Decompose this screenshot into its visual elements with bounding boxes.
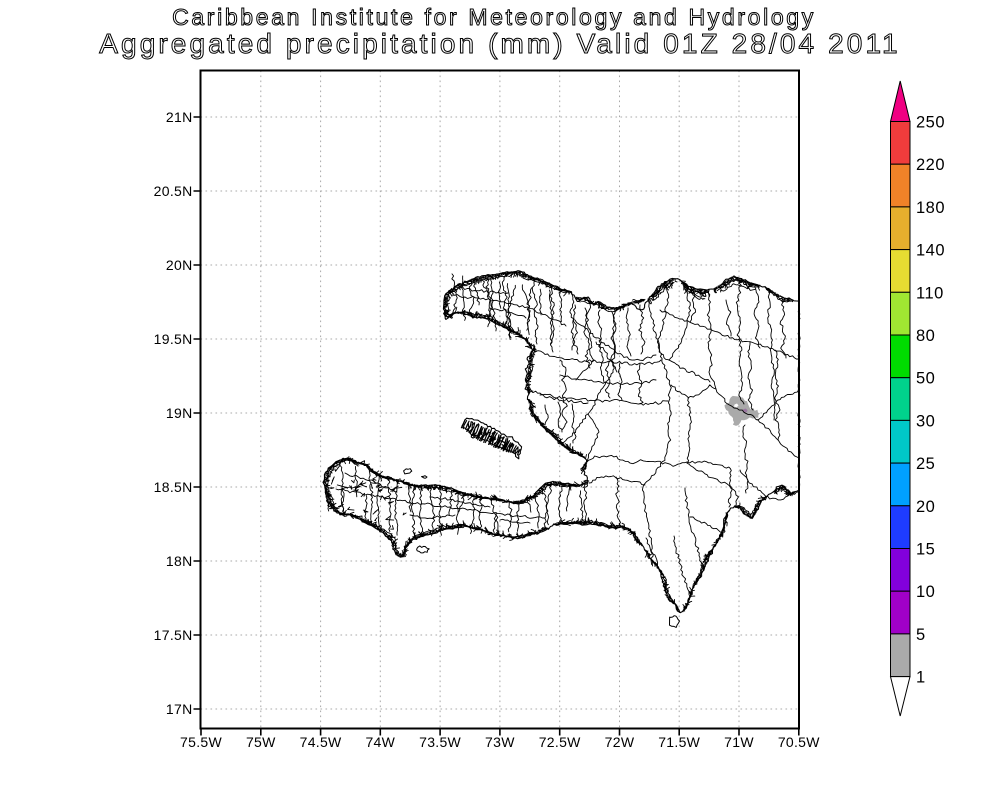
svg-text:72.5W: 72.5W bbox=[539, 734, 581, 750]
svg-text:15: 15 bbox=[916, 541, 935, 559]
svg-text:72W: 72W bbox=[605, 734, 635, 750]
svg-text:25: 25 bbox=[916, 455, 935, 473]
svg-text:74.5W: 74.5W bbox=[300, 734, 342, 750]
svg-text:74W: 74W bbox=[365, 734, 395, 750]
svg-text:71W: 71W bbox=[724, 734, 754, 750]
svg-text:17.5N: 17.5N bbox=[154, 627, 193, 643]
svg-text:70.5W: 70.5W bbox=[778, 734, 820, 750]
svg-text:17N: 17N bbox=[166, 701, 193, 717]
svg-text:75.5W: 75.5W bbox=[180, 734, 222, 750]
svg-text:19.5N: 19.5N bbox=[154, 331, 193, 347]
svg-text:80: 80 bbox=[916, 327, 935, 345]
svg-text:10: 10 bbox=[916, 583, 935, 601]
svg-text:Aggregated precipitation (mm): Aggregated precipitation (mm) Valid 01Z … bbox=[99, 28, 900, 59]
svg-text:73W: 73W bbox=[485, 734, 515, 750]
svg-text:20: 20 bbox=[916, 498, 935, 516]
svg-text:18N: 18N bbox=[166, 553, 193, 569]
svg-text:140: 140 bbox=[916, 242, 945, 260]
svg-text:1: 1 bbox=[916, 669, 926, 687]
svg-text:220: 220 bbox=[916, 156, 945, 174]
svg-text:5: 5 bbox=[916, 626, 926, 644]
svg-text:180: 180 bbox=[916, 199, 945, 217]
svg-text:20.5N: 20.5N bbox=[154, 183, 193, 199]
svg-text:110: 110 bbox=[916, 284, 944, 302]
svg-text:71.5W: 71.5W bbox=[658, 734, 700, 750]
svg-text:75W: 75W bbox=[246, 734, 276, 750]
svg-text:Caribbean Institute for Meteor: Caribbean Institute for Meteorology and … bbox=[172, 4, 816, 30]
svg-text:30: 30 bbox=[916, 412, 935, 430]
svg-text:18.5N: 18.5N bbox=[154, 479, 193, 495]
svg-text:73.5W: 73.5W bbox=[419, 734, 461, 750]
svg-text:50: 50 bbox=[916, 370, 935, 388]
svg-text:19N: 19N bbox=[166, 405, 193, 421]
svg-text:21N: 21N bbox=[166, 109, 193, 125]
svg-text:20N: 20N bbox=[166, 257, 193, 273]
svg-text:250: 250 bbox=[916, 114, 945, 132]
